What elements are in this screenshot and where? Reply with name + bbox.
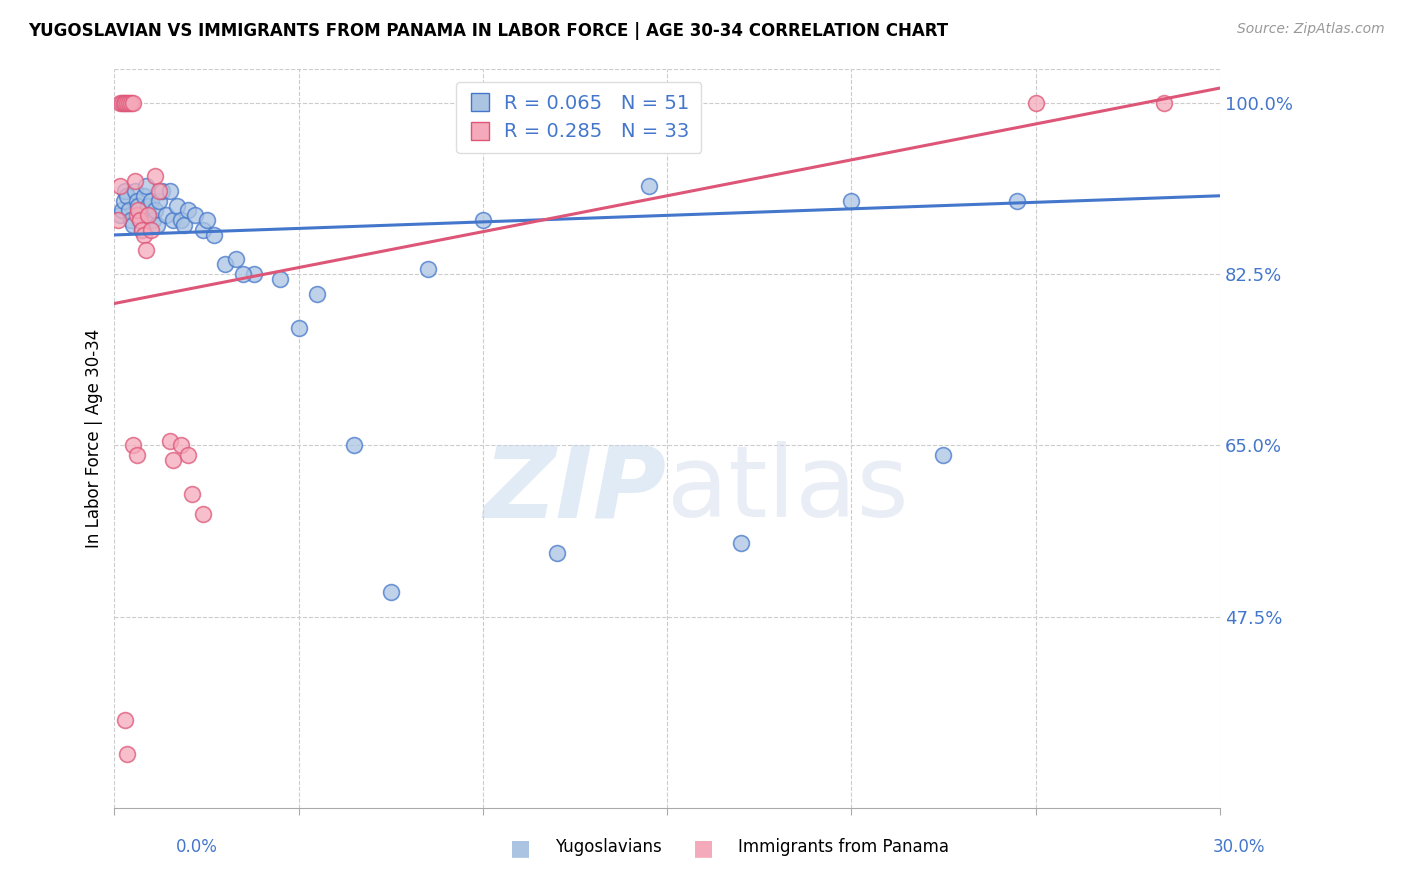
Point <box>225 252 247 267</box>
Point <box>637 179 659 194</box>
Point <box>143 169 166 184</box>
Point <box>159 434 181 448</box>
Point <box>114 713 136 727</box>
Point <box>111 203 134 218</box>
Point <box>243 267 266 281</box>
Point <box>380 585 402 599</box>
Point <box>117 747 139 761</box>
Text: Immigrants from Panama: Immigrants from Panama <box>738 838 949 856</box>
Point <box>108 95 131 110</box>
Point <box>135 179 157 194</box>
Text: 30.0%: 30.0% <box>1213 838 1265 856</box>
Point <box>141 194 163 208</box>
Text: YUGOSLAVIAN VS IMMIGRANTS FROM PANAMA IN LABOR FORCE | AGE 30-34 CORRELATION CHA: YUGOSLAVIAN VS IMMIGRANTS FROM PANAMA IN… <box>28 22 948 40</box>
Point <box>117 188 139 202</box>
Point <box>125 194 148 208</box>
Point <box>108 179 131 194</box>
Point <box>305 286 328 301</box>
Point <box>132 188 155 202</box>
Point <box>1024 95 1046 110</box>
Point <box>142 213 165 227</box>
Text: 0.0%: 0.0% <box>176 838 218 856</box>
Point <box>117 95 139 110</box>
Point <box>112 95 135 110</box>
Point <box>159 184 181 198</box>
Point <box>132 227 155 242</box>
Point <box>150 184 173 198</box>
Point <box>112 194 135 208</box>
Point <box>118 95 141 110</box>
Text: Yugoslavians: Yugoslavians <box>555 838 662 856</box>
Point <box>121 95 143 110</box>
Point <box>202 227 225 242</box>
Point <box>148 194 170 208</box>
Point <box>170 213 193 227</box>
Point <box>131 223 153 237</box>
Text: atlas: atlas <box>666 442 908 538</box>
Point <box>287 321 309 335</box>
Point <box>184 208 207 222</box>
Point <box>135 243 157 257</box>
Point <box>124 184 146 198</box>
Point <box>730 536 752 550</box>
Point <box>155 208 177 222</box>
Point <box>118 203 141 218</box>
Point <box>124 174 146 188</box>
Point <box>839 194 862 208</box>
Text: ■: ■ <box>510 838 530 858</box>
Point <box>191 223 214 237</box>
Point <box>114 95 136 110</box>
Point <box>114 184 136 198</box>
Point <box>146 218 169 232</box>
Point <box>343 438 366 452</box>
Point <box>129 213 152 227</box>
Point <box>269 272 291 286</box>
Point <box>932 448 955 462</box>
Text: ZIP: ZIP <box>484 442 666 538</box>
Point <box>125 208 148 222</box>
Point <box>136 198 159 212</box>
Point <box>214 257 236 271</box>
Point <box>170 438 193 452</box>
Point <box>141 223 163 237</box>
Point <box>546 546 568 560</box>
Y-axis label: In Labor Force | Age 30-34: In Labor Force | Age 30-34 <box>86 328 103 548</box>
Point <box>136 208 159 222</box>
Point <box>162 453 184 467</box>
Point <box>177 203 200 218</box>
Point <box>177 448 200 462</box>
Point <box>131 223 153 237</box>
Point <box>471 213 494 227</box>
Point <box>166 198 188 212</box>
Point <box>143 203 166 218</box>
Point <box>111 95 134 110</box>
Point <box>121 218 143 232</box>
Point <box>1153 95 1175 110</box>
Point <box>138 208 160 222</box>
Point <box>195 213 218 227</box>
Point <box>416 262 439 277</box>
Text: ■: ■ <box>693 838 713 858</box>
Point <box>1005 194 1028 208</box>
Point <box>107 213 129 227</box>
Point <box>173 218 195 232</box>
Point <box>125 448 148 462</box>
Point <box>127 198 149 212</box>
Text: Source: ZipAtlas.com: Source: ZipAtlas.com <box>1237 22 1385 37</box>
Point <box>162 213 184 227</box>
Point <box>108 208 131 222</box>
Point <box>121 438 143 452</box>
Point <box>148 184 170 198</box>
Point <box>129 213 152 227</box>
Point <box>191 507 214 521</box>
Point <box>180 487 202 501</box>
Point <box>120 95 142 110</box>
Point <box>127 203 149 218</box>
Point <box>232 267 254 281</box>
Legend: R = 0.065   N = 51, R = 0.285   N = 33: R = 0.065 N = 51, R = 0.285 N = 33 <box>456 82 702 153</box>
Point <box>120 213 142 227</box>
